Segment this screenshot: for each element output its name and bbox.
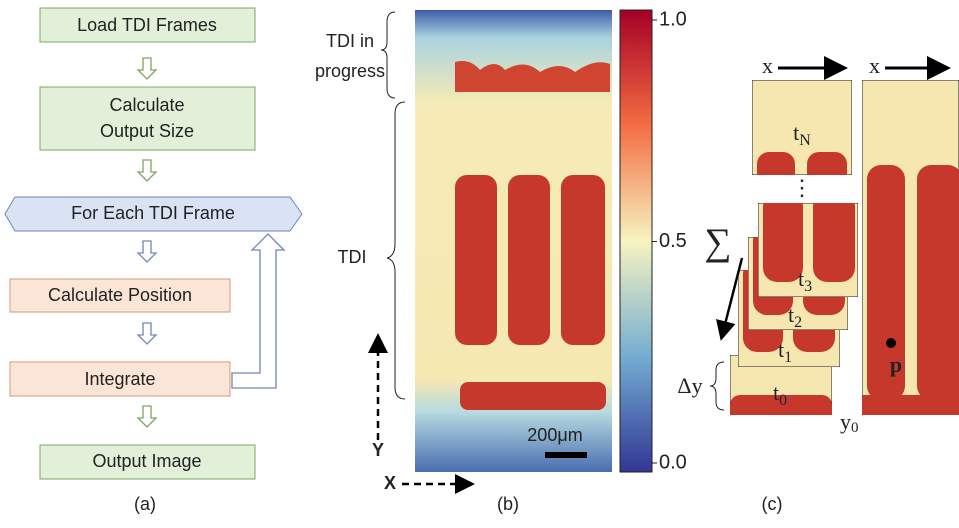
frame-label-sub: 2 [794, 314, 802, 331]
colorbar-label: 1.0 [659, 8, 687, 30]
colorbar [620, 10, 652, 472]
point-label: p [890, 352, 902, 377]
brace [710, 362, 724, 410]
heatmap-panel: 200μm TDI in progress TDI Y X 1.00.50.0 … [315, 8, 687, 513]
heatmap-blob [508, 175, 550, 345]
dots: ⋮ [791, 175, 813, 200]
colorbar-label: 0.0 [659, 451, 687, 473]
heatmap-blob [561, 175, 605, 345]
node-label: Load TDI Frames [77, 15, 217, 35]
heatmap-blob [460, 382, 606, 410]
annotation: TDI [338, 247, 367, 267]
caption: (a) [134, 494, 156, 514]
heatmap-blob [455, 175, 497, 345]
node-label: Calculate Position [48, 285, 192, 305]
figure: Load TDI Frames CalculateOutput Size For… [0, 0, 959, 523]
integrated-image [862, 80, 959, 415]
scale-bar [545, 452, 587, 458]
node-label: Output Image [92, 451, 201, 471]
frame-label-sub: N [799, 132, 811, 149]
frame-label-sub: 0 [779, 392, 787, 409]
colorbar-label: 0.5 [659, 230, 687, 252]
frame-blob [813, 193, 855, 282]
brace [387, 102, 405, 399]
frame-label-sub: 1 [784, 349, 792, 366]
axis-label: x [869, 53, 880, 78]
axis-label: x [762, 53, 773, 78]
caption: (c) [762, 494, 783, 514]
axis-label: Y [372, 440, 384, 460]
frame-blob [757, 152, 795, 192]
axis-label: X [384, 473, 396, 493]
y0-label: y0 [840, 409, 859, 436]
frame: t3 [758, 193, 858, 297]
node-label: Integrate [84, 369, 155, 389]
sum-symbol: ∑ [704, 222, 731, 264]
annotation: TDI in [326, 31, 374, 51]
brace [381, 12, 395, 98]
frame-label-sub: 3 [804, 278, 812, 295]
frame-blob [807, 152, 847, 192]
node-label: For Each TDI Frame [71, 203, 235, 223]
scale-label: 200μm [527, 425, 582, 445]
delta-label: Δy [677, 373, 702, 398]
point-marker [886, 338, 896, 348]
colorbar-ticks: 1.0 0.5 0.0 [652, 8, 687, 473]
annotation: progress [315, 61, 385, 81]
caption: (b) [497, 494, 519, 514]
